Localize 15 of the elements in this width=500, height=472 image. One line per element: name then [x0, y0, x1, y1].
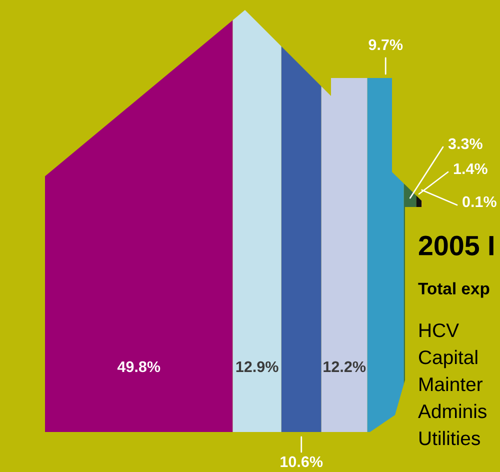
data-label: 49.8%: [117, 361, 160, 372]
data-label: 1.4%: [454, 163, 488, 174]
annotation: Mainter: [420, 376, 483, 392]
data-label: 3.3%: [448, 138, 482, 150]
text: 2005 I: [418, 236, 494, 256]
annotation: Utilities: [420, 430, 480, 446]
data-label: 0.1%: [462, 196, 496, 208]
data-label: 12.9%: [236, 361, 278, 372]
data-label: 9.7%: [368, 39, 403, 50]
annotation: Capital: [418, 350, 478, 368]
data-label: 12.2%: [324, 361, 366, 372]
annotation: Adminis: [418, 404, 486, 418]
data-label: 10.6%: [280, 456, 323, 468]
annotation: HCV: [420, 323, 459, 338]
text: Total exp: [418, 282, 490, 298]
